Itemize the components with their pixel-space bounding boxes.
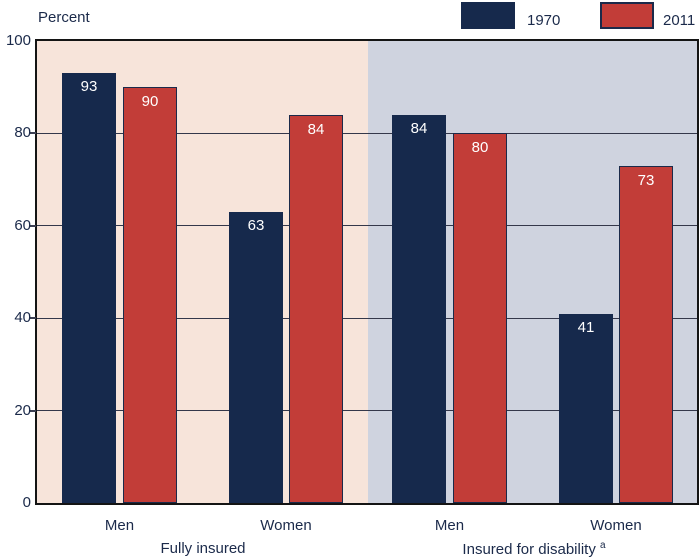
y-tick-label-80: 80: [14, 124, 31, 142]
bar-value-label: 84: [410, 120, 428, 137]
bar-1970-men-fully-insured: 93: [62, 73, 116, 503]
x-label-men-1: Men: [104, 517, 135, 534]
x-label-women-1: Women: [260, 517, 312, 534]
legend-label-2011: 2011: [663, 12, 696, 29]
legend-label-1970: 1970: [527, 12, 561, 29]
y-tick-label-100: 100: [5, 32, 31, 49]
legend-swatch-2011: [600, 2, 654, 29]
bar-value-label: 93: [80, 78, 98, 95]
gridline-40: [37, 317, 697, 319]
bar-value-label: 41: [577, 319, 595, 336]
bar-2011-women-fully-insured: 84: [289, 115, 343, 503]
bar-value-label: 84: [307, 121, 325, 138]
legend-swatch-1970: [461, 2, 515, 29]
bar-2011-women-insured-for-disability: 73: [619, 166, 673, 503]
bar-value-label: 90: [141, 93, 159, 110]
group-label-insured-for-disability: Insured for disability a: [462, 540, 606, 558]
gridline-80: [37, 132, 697, 134]
group-label-fully-insured: Fully insured: [160, 540, 246, 557]
x-label-women-2: Women: [590, 517, 642, 534]
y-tick-label-0: 0: [22, 494, 31, 511]
y-tick-60: [29, 224, 36, 227]
y-tick-label-60: 60: [14, 216, 31, 234]
x-label-men-2: Men: [434, 517, 465, 534]
bar-1970-women-insured-for-disability: 41: [559, 314, 613, 503]
bar-2011-men-fully-insured: 90: [123, 87, 177, 503]
bar-1970-women-fully-insured: 63: [229, 212, 283, 503]
footnote-marker: a: [600, 540, 606, 551]
y-tick-80: [29, 132, 36, 135]
bar-value-label: 63: [247, 217, 265, 234]
bar-2011-men-insured-for-disability: 80: [453, 133, 507, 503]
y-tick-40: [29, 317, 36, 320]
y-tick-label-40: 40: [14, 309, 31, 327]
y-tick-20: [29, 409, 36, 412]
gridline-60: [37, 225, 697, 227]
y-axis-title: Percent: [38, 9, 90, 26]
y-tick-label-20: 20: [14, 401, 31, 419]
bar-value-label: 80: [471, 139, 489, 156]
plot-area: 93 90 63 84 84 80 41 73: [35, 39, 699, 505]
bar-1970-men-insured-for-disability: 84: [392, 115, 446, 503]
bar-value-label: 73: [637, 172, 655, 189]
gridline-20: [37, 410, 697, 412]
